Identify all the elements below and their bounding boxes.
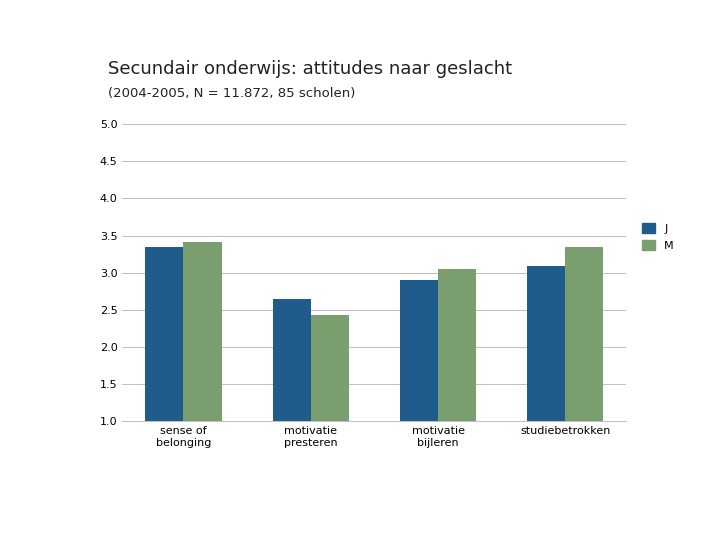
Bar <box>273 299 311 496</box>
Bar <box>400 280 438 496</box>
Text: (2004-2005, N = 11.872, 85 scholen): (2004-2005, N = 11.872, 85 scholen) <box>108 87 356 100</box>
Bar <box>565 247 603 496</box>
Bar <box>527 266 565 496</box>
Bar <box>145 247 184 496</box>
Bar <box>438 269 476 496</box>
Bar <box>311 315 349 496</box>
Text: Secundair onderwijs: attitudes naar geslacht: Secundair onderwijs: attitudes naar gesl… <box>108 60 512 78</box>
Legend: J, M: J, M <box>642 223 674 251</box>
Bar <box>184 242 222 496</box>
